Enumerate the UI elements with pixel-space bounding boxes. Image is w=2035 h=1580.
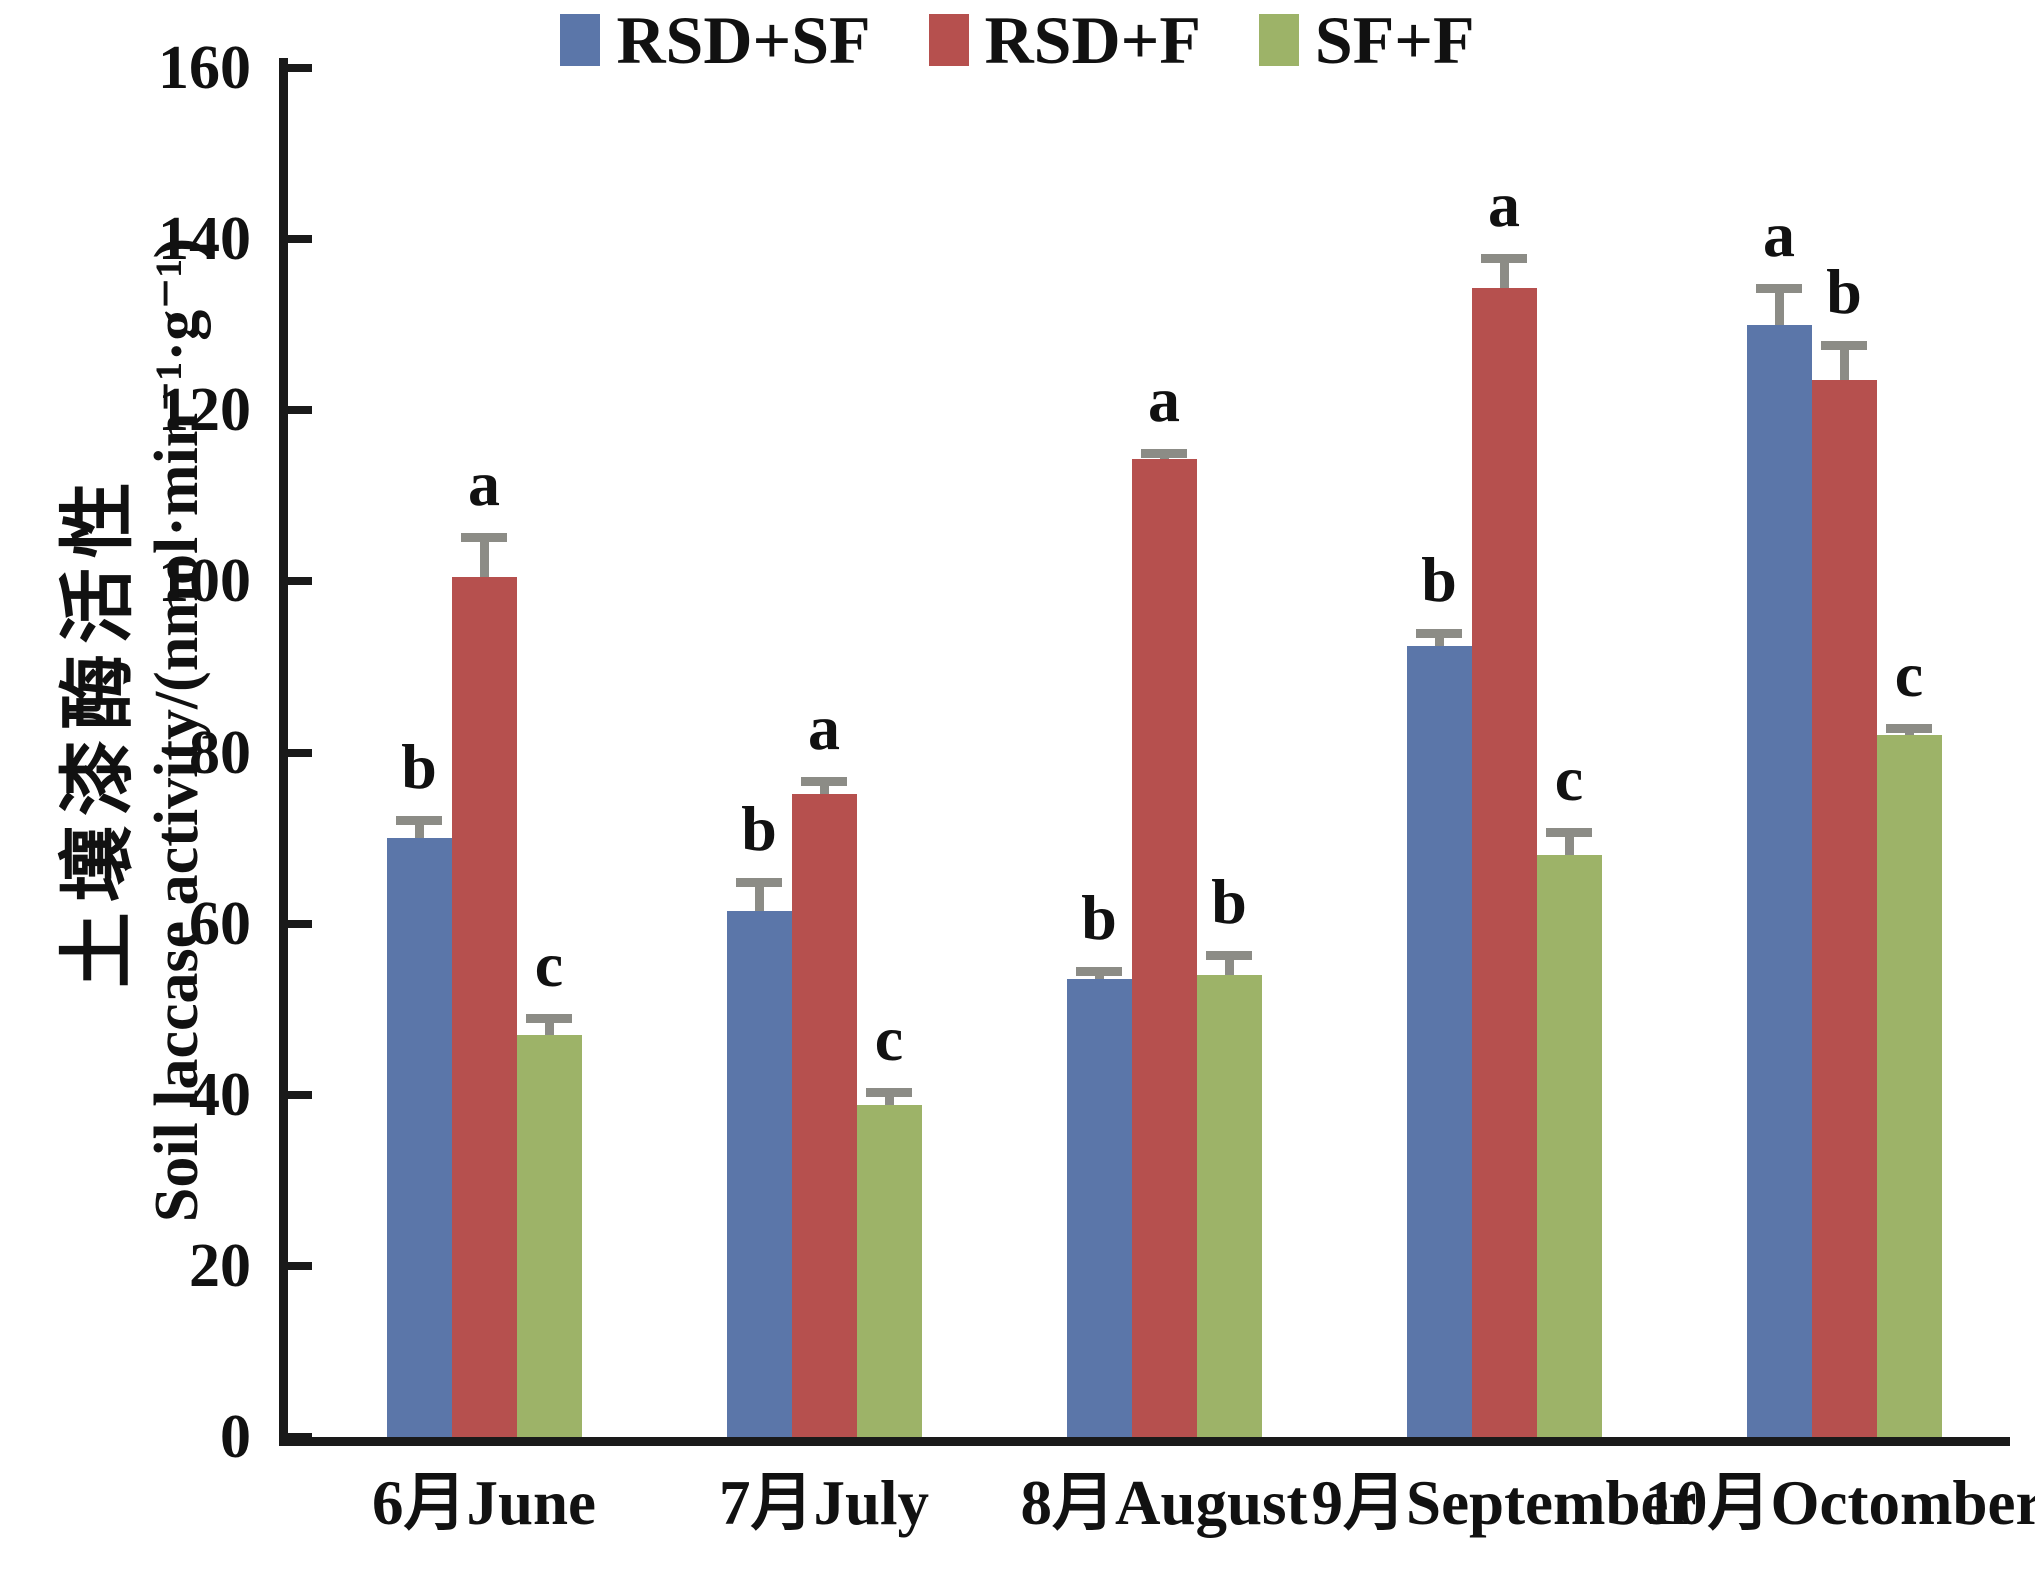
y-tick-mark [288, 64, 312, 72]
y-tick-label: 60 [189, 889, 251, 958]
legend-item-rsd-f: RSD+F [928, 2, 1201, 78]
error-bar-line [544, 1019, 554, 1035]
error-bar-line [884, 1093, 894, 1105]
sig-letter: c [1894, 638, 1924, 710]
bar [1536, 855, 1602, 1437]
bar [726, 910, 792, 1437]
bar [1131, 459, 1197, 1437]
y-tick-mark [288, 1261, 312, 1270]
y-tick-label: 100 [158, 547, 251, 616]
bar [791, 793, 857, 1437]
error-bar-line [1839, 346, 1849, 381]
sig-letter: b [1826, 256, 1862, 328]
x-tick-label: 7月July [718, 1468, 930, 1538]
error-bar-cap [1481, 253, 1527, 263]
x-tick-label: 9月September [1311, 1468, 1697, 1538]
y-tick-label: 140 [158, 205, 251, 274]
bar [516, 1034, 582, 1437]
legend: RSD+SF RSD+F SF+F [0, 6, 2035, 74]
bar [1196, 974, 1262, 1437]
legend-item-rsd-sf: RSD+SF [560, 2, 871, 78]
sig-letter: b [1081, 882, 1117, 954]
legend-label-rsd-f: RSD+F [984, 2, 1201, 78]
error-bar-cap [801, 777, 847, 787]
y-tick-label: 120 [158, 376, 251, 445]
error-bar-line [819, 782, 829, 794]
y-tick-label: 0 [220, 1403, 251, 1471]
bar [451, 577, 517, 1437]
y-tick-mark [288, 577, 312, 586]
bar [386, 838, 452, 1437]
error-bar-cap [866, 1088, 912, 1098]
bar [1471, 287, 1537, 1437]
error-bar-line [1499, 258, 1509, 288]
legend-item-sf-f: SF+F [1258, 2, 1475, 78]
error-bar-cap [1141, 448, 1187, 458]
error-bar-line [1434, 634, 1444, 646]
y-tick-label: 40 [189, 1060, 251, 1129]
y-tick-mark [288, 748, 312, 757]
y-tick-label: 20 [189, 1231, 251, 1300]
error-bar-cap [1416, 629, 1462, 639]
bar [1746, 324, 1812, 1437]
legend-label-sf-f: SF+F [1314, 2, 1475, 78]
error-bar-cap [1756, 283, 1802, 293]
bar [1406, 645, 1472, 1437]
error-bar-line [414, 820, 424, 839]
legend-swatch-rsd-f [928, 14, 969, 66]
sig-letter: c [874, 1003, 904, 1075]
y-tick-label: 80 [189, 718, 251, 787]
error-bar-cap [1886, 723, 1932, 733]
y-tick-mark [288, 406, 312, 415]
legend-label-rsd-sf: RSD+SF [616, 2, 871, 78]
error-bar-line [1564, 832, 1574, 856]
error-bar-line [479, 537, 489, 578]
sig-letter: b [401, 730, 437, 802]
sig-letter: a [468, 447, 500, 519]
y-tick-mark [288, 235, 312, 244]
x-tick-label: 10月Octomber [1644, 1468, 2035, 1538]
error-bar-line [1774, 288, 1784, 325]
y-tick-label: 160 [158, 34, 251, 102]
bar [856, 1105, 922, 1437]
sig-letter: c [534, 929, 564, 1001]
error-bar-cap [1821, 341, 1867, 351]
error-bar-cap [461, 532, 507, 542]
error-bar-cap [1546, 827, 1592, 837]
x-tick-label: 6月June [371, 1468, 597, 1538]
y-tick-mark [288, 919, 312, 928]
sig-letter: a [1763, 198, 1795, 270]
x-tick-label: 8月August [1020, 1468, 1308, 1538]
error-bar-cap [526, 1014, 572, 1024]
x-axis-line [279, 1437, 2010, 1446]
y-axis-line [279, 58, 288, 1446]
sig-letter: a [1488, 168, 1520, 240]
legend-swatch-rsd-sf [560, 14, 601, 66]
sig-letter: a [1148, 363, 1180, 435]
sig-letter: b [1211, 866, 1247, 938]
error-bar-cap [1076, 967, 1122, 977]
y-tick-mark [288, 1090, 312, 1099]
sig-letter: a [808, 692, 840, 764]
bar [1811, 380, 1877, 1437]
error-bar-cap [736, 878, 782, 888]
error-bar-line [1224, 956, 1234, 975]
bar [1876, 735, 1942, 1437]
error-bar-line [754, 883, 764, 911]
y-tick-mark [288, 1433, 312, 1441]
sig-letter: b [741, 793, 777, 865]
error-bar-cap [396, 815, 442, 825]
legend-swatch-sf-f [1258, 14, 1299, 66]
bar [1066, 979, 1132, 1437]
sig-letter: b [1421, 544, 1457, 616]
sig-letter: c [1554, 742, 1584, 814]
error-bar-cap [1206, 951, 1252, 961]
